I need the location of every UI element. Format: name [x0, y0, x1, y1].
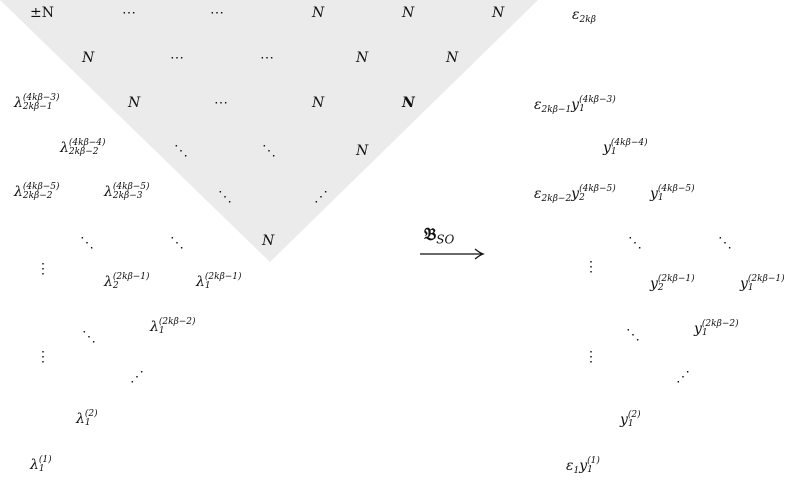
lambda-entry: λ (4kβ−3) 2kβ−1 — [14, 93, 60, 112]
cell-n: N — [492, 5, 505, 21]
cell-ddots: ⋱ — [626, 327, 640, 343]
cell-ddots: ⋱ — [80, 235, 94, 251]
cell-n: N — [312, 5, 325, 21]
cell-cdots: ⋯ — [210, 5, 225, 21]
epsilon-entry: ε2kβ — [572, 7, 596, 26]
cell-ddots: ⋱ — [218, 189, 232, 205]
epsilon-y-entry: ε2kβ−1y (4kβ−3) 1 — [534, 95, 616, 116]
lambda-entry: λ (2kβ−1) 1 — [196, 272, 242, 291]
map-arrow: 𝔅SO — [418, 225, 488, 265]
cell-cdots: ⋯ — [122, 5, 137, 21]
cell-ddots: ⋱ — [82, 329, 96, 345]
cell-udots: ⋰ — [130, 369, 144, 385]
cell-cdots: ⋯ — [170, 50, 185, 66]
cell-n: N — [356, 50, 369, 66]
y-entry: y (4kβ−4) 1 — [603, 138, 648, 157]
cell-n: N — [312, 95, 325, 111]
epsilon-y-entry: ε2kβ−2y (4kβ−5) 2 — [534, 184, 616, 205]
cell-ddots: ⋱ — [718, 235, 732, 251]
lambda-entry: λ (4kβ−5) 2kβ−3 — [104, 182, 150, 201]
lambda-entry: λ (4kβ−4) 2kβ−2 — [60, 138, 106, 157]
cell-n: N — [446, 50, 459, 66]
cell-cdots: ⋯ — [214, 95, 229, 111]
cell-n: N — [402, 5, 415, 21]
cell-n: N — [262, 233, 275, 249]
y-entry: y (2kβ−1) 2 — [650, 274, 695, 293]
arrow-icon — [420, 248, 485, 260]
lambda-entry: λ (2kβ−2) 1 — [150, 317, 196, 336]
epsilon-y-entry: ε1y (1) 1 — [566, 456, 600, 477]
lambda-entry: λ (4kβ−5) 2kβ−2 — [14, 182, 60, 201]
cell-udots: ⋰ — [314, 189, 328, 205]
lambda-entry: λ (1) 1 — [30, 455, 52, 474]
y-entry: y (2kβ−2) 1 — [694, 319, 739, 338]
cell-n-bold: N — [402, 95, 415, 111]
arrow-label: 𝔅SO — [424, 225, 455, 247]
cell-vdots: ⋮ — [36, 349, 50, 365]
cell-udots: ⋰ — [676, 369, 690, 385]
lambda-entry: λ (2kβ−1) 2 — [104, 272, 150, 291]
cell-n: N — [128, 95, 141, 111]
cell-vdots: ⋮ — [584, 349, 598, 365]
cell-n: N — [356, 143, 369, 159]
y-entry: y (4kβ−5) 1 — [650, 184, 695, 203]
cell-ddots: ⋱ — [628, 235, 642, 251]
cell-pm-n: ±N — [30, 5, 54, 21]
cell-vdots: ⋮ — [36, 261, 50, 277]
cell-n: N — [82, 50, 95, 66]
cell-ddots: ⋱ — [170, 235, 184, 251]
cell-ddots: ⋱ — [262, 143, 276, 159]
y-entry: y (2kβ−1) 1 — [740, 274, 785, 293]
lambda-entry: λ (2) 1 — [76, 409, 98, 428]
cell-ddots: ⋱ — [174, 143, 188, 159]
y-entry: y (2) 1 — [620, 410, 641, 429]
cell-cdots: ⋯ — [260, 50, 275, 66]
cell-vdots: ⋮ — [584, 259, 598, 275]
